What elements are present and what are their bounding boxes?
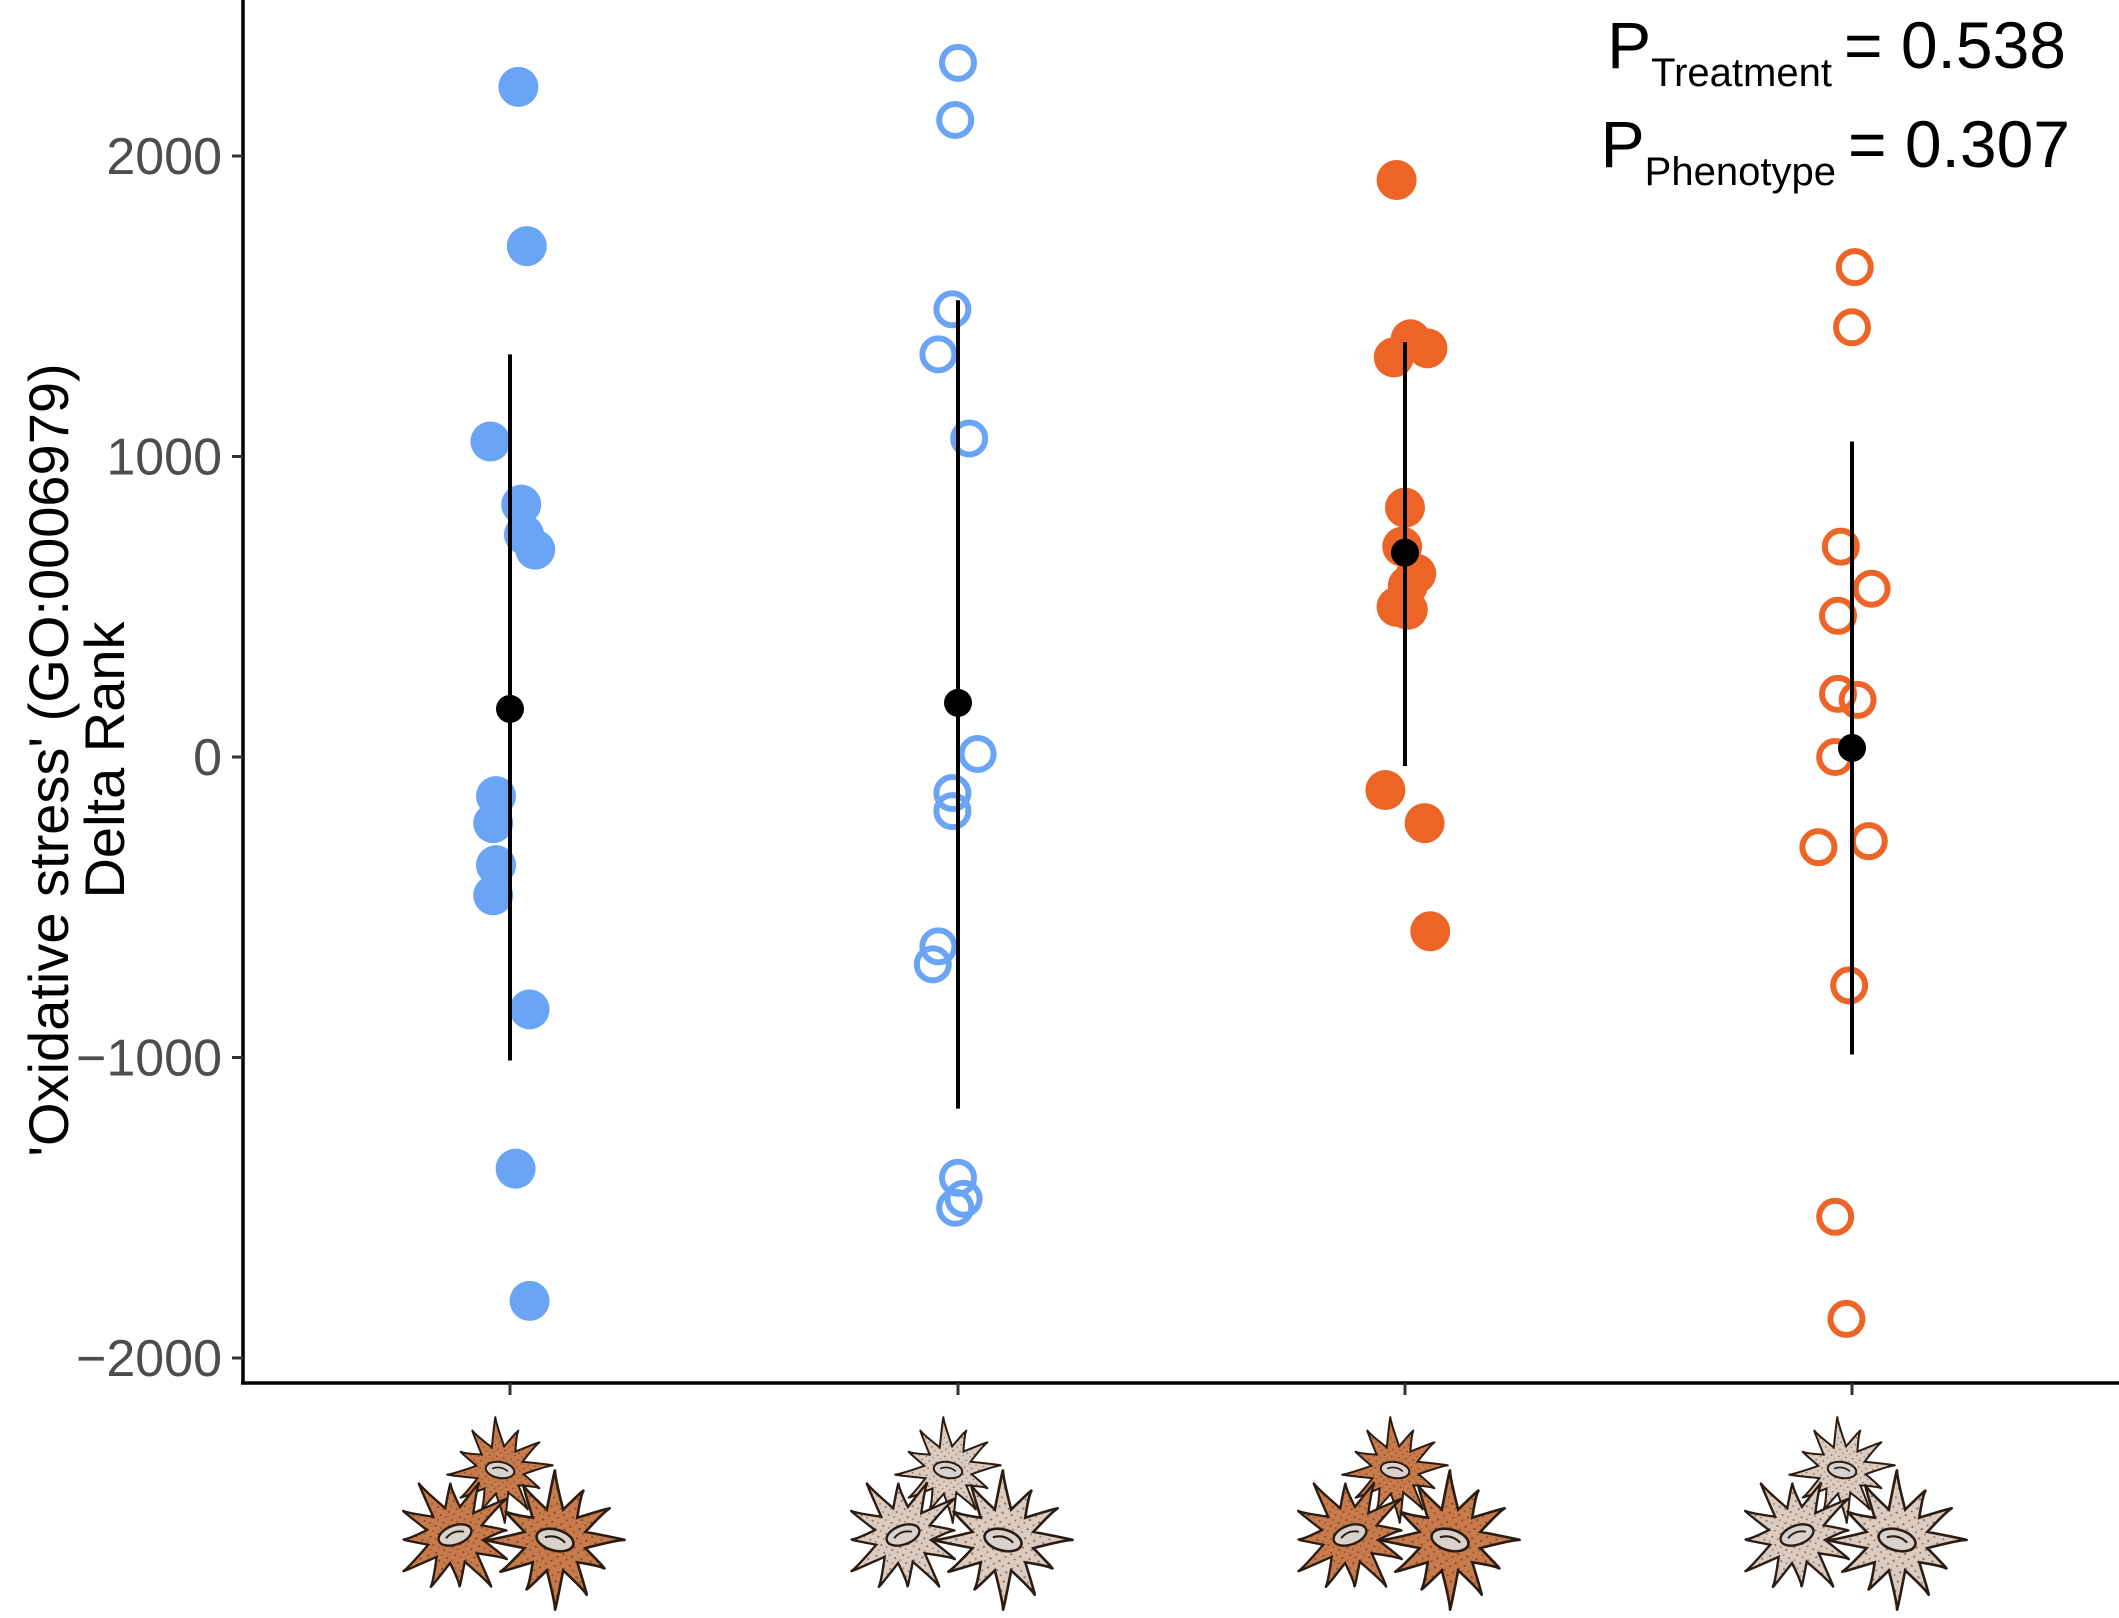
p-treatment-symbol: P xyxy=(1607,8,1651,82)
y-axis: −2000 −1000 0 1000 2000 xyxy=(76,0,245,1388)
data-point xyxy=(1830,966,1869,1005)
data-point xyxy=(506,226,547,267)
data-point xyxy=(1799,828,1838,867)
data-point xyxy=(1849,822,1888,861)
data-point xyxy=(515,529,556,570)
brown-coral-polyp-icon xyxy=(1296,1416,1521,1611)
y-axis-title-line-1: 'Oxidative stress' (GO:0006979) xyxy=(17,363,80,1156)
data-point xyxy=(1410,911,1451,952)
p-value-annotations: PTreatment = 0.538 PPhenotype = 0.307 xyxy=(1601,8,2070,194)
data-point xyxy=(1833,308,1871,347)
data-point xyxy=(936,1188,975,1227)
p-treatment-annotation: PTreatment = 0.538 xyxy=(1607,8,2066,95)
data-point xyxy=(509,1280,550,1321)
data-point xyxy=(1852,569,1891,608)
data-point xyxy=(1835,248,1874,287)
data-point xyxy=(1816,1197,1855,1236)
data-point xyxy=(1404,803,1445,844)
group-2 xyxy=(913,43,997,1227)
data-point xyxy=(936,100,975,139)
data-point xyxy=(1827,1299,1866,1338)
data-point xyxy=(933,792,972,831)
data-point xyxy=(950,419,989,458)
mean-point xyxy=(1838,733,1866,762)
data-point xyxy=(498,66,539,107)
x-axis-ticks xyxy=(508,1383,1854,1395)
p-phenotype-symbol: P xyxy=(1601,107,1645,181)
data-point xyxy=(1407,328,1448,369)
y-axis-title-line-2: Delta Rank xyxy=(73,620,136,898)
data-point xyxy=(509,989,550,1030)
brown-coral-polyp-icon xyxy=(401,1416,626,1611)
data-point xyxy=(913,945,952,984)
p-treatment-value: = 0.538 xyxy=(1844,8,2066,82)
data-point xyxy=(495,1148,536,1189)
mean-point xyxy=(944,688,972,717)
data-point xyxy=(1819,596,1857,635)
p-phenotype-value: = 0.307 xyxy=(1848,107,2070,181)
data-point xyxy=(473,875,514,916)
group-1 xyxy=(470,66,556,1321)
data-point xyxy=(1387,589,1428,630)
y-axis-ticks: −2000 −1000 0 1000 2000 xyxy=(76,128,243,1388)
data-point xyxy=(958,734,997,773)
data-point xyxy=(933,290,972,329)
data-point xyxy=(1838,680,1877,719)
group-3 xyxy=(1365,160,1451,952)
pale-coral-polyp-icon xyxy=(849,1416,1074,1611)
y-tick-label: 2000 xyxy=(106,128,222,186)
data-point xyxy=(473,803,514,844)
data-point xyxy=(939,1158,977,1197)
data-point xyxy=(470,421,511,462)
group-icons xyxy=(401,1416,1968,1611)
y-tick-label: −1000 xyxy=(76,1030,222,1088)
data-point xyxy=(919,335,958,374)
data-point xyxy=(939,43,977,82)
y-tick-label: 1000 xyxy=(106,429,222,487)
y-tick-label: −2000 xyxy=(76,1330,222,1388)
y-tick-label: 0 xyxy=(193,729,222,787)
pale-coral-polyp-icon xyxy=(1743,1416,1968,1611)
data-point xyxy=(1373,337,1414,378)
data-point xyxy=(933,774,972,813)
data-point xyxy=(1376,160,1417,201)
p-phenotype-subscript: Phenotype xyxy=(1645,150,1836,194)
mean-point xyxy=(496,694,524,723)
data-points xyxy=(470,43,1891,1338)
data-point xyxy=(1821,527,1860,566)
p-phenotype-annotation: PPhenotype = 0.307 xyxy=(1601,107,2070,194)
y-axis-title: 'Oxidative stress' (GO:0006979) Delta Ra… xyxy=(17,363,136,1156)
group-4 xyxy=(1799,248,1891,1338)
p-treatment-subscript: Treatment xyxy=(1651,51,1832,95)
data-point xyxy=(1365,770,1406,811)
x-axis xyxy=(241,1381,2119,1395)
mean-point xyxy=(1391,538,1419,567)
data-point xyxy=(1819,674,1857,713)
data-point xyxy=(476,845,516,886)
data-point xyxy=(919,927,958,966)
data-point xyxy=(944,1179,983,1218)
